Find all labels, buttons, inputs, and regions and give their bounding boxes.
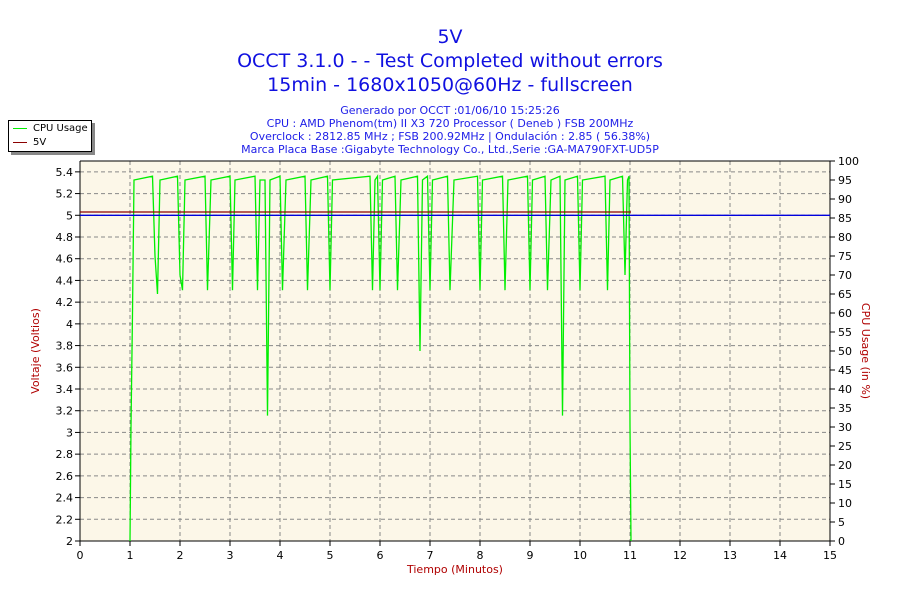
plot-area (80, 161, 830, 541)
x-tick-label: 11 (623, 549, 637, 562)
info-generated: Generado por OCCT :01/06/10 15:25:26 (340, 104, 560, 117)
y2-tick-label: 5 (838, 516, 845, 529)
x-tick-label: 14 (773, 549, 787, 562)
info-cpu: CPU : AMD Phenom(tm) II X3 720 Processor… (266, 117, 634, 130)
y-tick-label: 2 (66, 535, 73, 548)
y2-tick-label: 50 (838, 345, 852, 358)
x-tick-label: 0 (77, 549, 84, 562)
y2-tick-label: 0 (838, 535, 845, 548)
y2-tick-label: 95 (838, 174, 852, 187)
y-axis-label: Voltaje (Voltios) (29, 308, 42, 394)
y2-tick-label: 20 (838, 459, 852, 472)
chart-subtitle: OCCT 3.1.0 - - Test Completed without er… (237, 50, 663, 72)
x-tick-label: 9 (527, 549, 534, 562)
y2-tick-label: 40 (838, 383, 852, 396)
y-tick-label: 3.2 (56, 405, 74, 418)
x-tick-label: 1 (127, 549, 134, 562)
y2-tick-label: 55 (838, 326, 852, 339)
x-tick-label: 12 (673, 549, 687, 562)
y-tick-label: 5 (66, 209, 73, 222)
y-tick-label: 4.4 (56, 274, 74, 287)
y2-tick-label: 25 (838, 440, 852, 453)
chart-config: 15min - 1680x1050@60Hz - fullscreen (267, 74, 633, 96)
y2-axis-label: CPU Usage (in %) (859, 303, 872, 399)
x-tick-label: 2 (177, 549, 184, 562)
y-tick-label: 4.6 (56, 253, 74, 266)
x-tick-label: 8 (477, 549, 484, 562)
y-tick-label: 4 (66, 318, 73, 331)
x-tick-label: 4 (277, 549, 284, 562)
x-tick-label: 13 (723, 549, 737, 562)
legend-swatch (13, 141, 27, 143)
y-tick-label: 4.2 (56, 296, 74, 309)
y-tick-label: 2.4 (56, 492, 74, 505)
y2-tick-label: 10 (838, 497, 852, 510)
y-tick-label: 3 (66, 426, 73, 439)
x-tick-label: 10 (573, 549, 587, 562)
y2-tick-label: 85 (838, 212, 852, 225)
y2-tick-label: 90 (838, 193, 852, 206)
legend-swatch (13, 127, 27, 129)
chart-title: 5V (437, 26, 463, 48)
x-tick-label: 15 (823, 549, 837, 562)
series-line-cpu-usage (129, 174, 632, 542)
y2-tick-label: 30 (838, 421, 852, 434)
info-overclock: Overclock : 2812.85 MHz ; FSB 200.92MHz … (249, 130, 651, 143)
x-tick-label: 5 (327, 549, 334, 562)
y2-tick-label: 100 (838, 155, 859, 168)
info-motherboard: Marca Placa Base :Gigabyte Technology Co… (241, 143, 659, 156)
y-tick-label: 3.4 (56, 383, 74, 396)
y-tick-label: 5.4 (56, 166, 74, 179)
y-tick-label: 4.8 (56, 231, 74, 244)
legend-item-5v: 5V (9, 135, 91, 149)
y2-tick-label: 70 (838, 269, 852, 282)
y-tick-label: 2.8 (56, 448, 74, 461)
legend: CPU Usage 5V (8, 120, 92, 152)
y2-tick-label: 75 (838, 250, 852, 263)
x-tick-label: 3 (227, 549, 234, 562)
y-tick-label: 3.8 (56, 340, 74, 353)
y2-tick-label: 60 (838, 307, 852, 320)
y-tick-label: 5.2 (56, 188, 74, 201)
y2-tick-label: 35 (838, 402, 852, 415)
legend-item-cpu: CPU Usage (9, 121, 91, 135)
y2-tick-label: 65 (838, 288, 852, 301)
x-axis-label: Tiempo (Minutos) (406, 563, 503, 576)
y2-tick-label: 45 (838, 364, 852, 377)
x-tick-label: 7 (427, 549, 434, 562)
y-tick-label: 2.6 (56, 470, 74, 483)
x-tick-label: 6 (377, 549, 384, 562)
y-tick-label: 2.2 (56, 513, 74, 526)
y-tick-label: 3.6 (56, 361, 74, 374)
y2-tick-label: 15 (838, 478, 852, 491)
y2-tick-label: 80 (838, 231, 852, 244)
